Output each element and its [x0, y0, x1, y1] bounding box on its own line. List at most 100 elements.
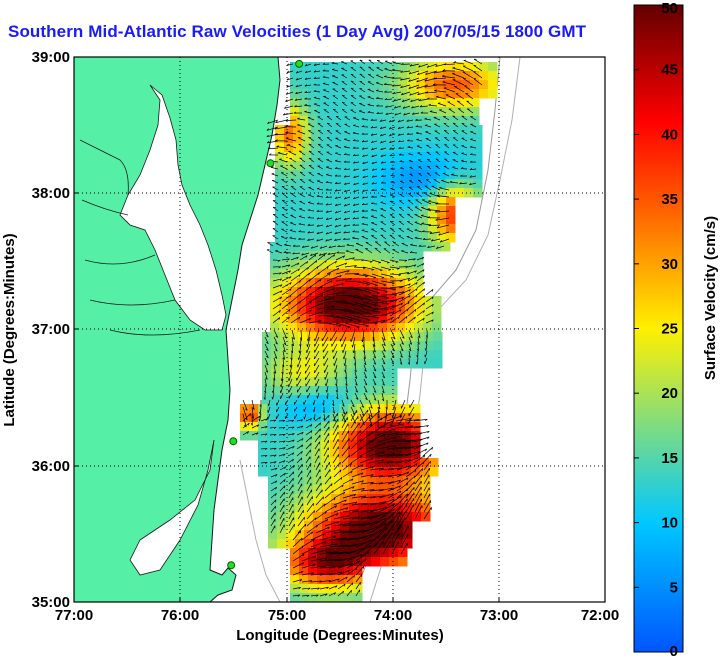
- velocity-cell: [317, 80, 327, 90]
- arrow-head: [339, 275, 342, 278]
- arrow-head: [401, 92, 404, 96]
- velocity-cell: [371, 107, 381, 117]
- velocity-cell: [284, 152, 294, 162]
- arrow-head: [413, 481, 415, 485]
- velocity-arrow: [371, 175, 378, 178]
- velocity-cell: [365, 206, 375, 216]
- velocity-arrow: [389, 234, 396, 240]
- velocity-arrow: [302, 245, 310, 248]
- velocity-arrow: [392, 70, 402, 72]
- velocity-cell: [302, 134, 312, 144]
- velocity-cell: [361, 350, 371, 360]
- velocity-arrow: [310, 594, 319, 597]
- velocity-arrow: [362, 273, 376, 278]
- velocity-arrow: [313, 399, 316, 405]
- velocity-arrow: [387, 511, 400, 527]
- velocity-arrow: [417, 329, 421, 338]
- velocity-arrow: [308, 165, 315, 170]
- arrow-head: [415, 125, 419, 128]
- velocity-arrow: [297, 124, 306, 128]
- velocity-cell: [392, 134, 402, 144]
- velocity-arrow: [423, 500, 431, 513]
- velocity-arrow: [324, 521, 340, 527]
- velocity-arrow: [270, 480, 278, 485]
- velocity-cell: [334, 368, 344, 378]
- velocity-cell: [414, 323, 424, 333]
- velocity-cell: [317, 89, 327, 99]
- velocity-arrow: [306, 469, 311, 478]
- arrow-head: [422, 275, 425, 279]
- velocity-cell: [339, 431, 349, 441]
- velocity-arrow: [314, 448, 320, 457]
- velocity-cell: [297, 260, 307, 270]
- arrow-head: [265, 377, 268, 380]
- velocity-cell: [329, 143, 339, 153]
- velocity-cell: [330, 422, 340, 432]
- velocity-arrow: [326, 267, 340, 275]
- velocity-arrow: [368, 406, 373, 418]
- velocity-cell: [338, 170, 348, 180]
- velocity-cell: [423, 323, 433, 333]
- velocity-cell: [351, 323, 361, 333]
- velocity-cell: [393, 431, 403, 441]
- arrow-head: [367, 284, 370, 286]
- arrow-head: [382, 383, 385, 386]
- velocity-cell: [437, 134, 447, 144]
- velocity-arrow: [308, 260, 318, 268]
- land-mass: [74, 57, 280, 602]
- velocity-arrow: [308, 294, 324, 303]
- arrow-head: [399, 415, 403, 418]
- velocity-cell: [362, 89, 372, 99]
- velocity-cell: [297, 305, 307, 315]
- velocity-cell: [320, 170, 330, 180]
- velocity-arrow: [296, 444, 304, 450]
- velocity-cell: [352, 368, 362, 378]
- velocity-cell: [383, 125, 393, 135]
- velocity-arrow: [300, 329, 302, 341]
- velocity-cell: [374, 161, 384, 171]
- velocity-arrow: [389, 266, 400, 269]
- arrow-head: [383, 343, 386, 346]
- velocity-cell: [358, 512, 368, 522]
- arrow-head: [421, 257, 425, 260]
- velocity-cell: [311, 143, 321, 153]
- arrow-head: [414, 309, 417, 312]
- arrow-head: [353, 575, 355, 578]
- velocity-arrow: [315, 496, 324, 506]
- arrow-head: [247, 431, 249, 434]
- velocity-cell: [367, 476, 377, 486]
- velocity-cell: [411, 458, 421, 468]
- velocity-cell: [293, 224, 303, 234]
- velocity-arrow: [310, 580, 322, 583]
- velocity-cell: [414, 314, 424, 324]
- arrow-head: [431, 319, 434, 323]
- velocity-arrow: [297, 392, 302, 399]
- arrow-head: [360, 455, 363, 459]
- arrow-head: [335, 585, 338, 588]
- velocity-cell: [488, 71, 498, 81]
- arrow-head: [398, 479, 401, 483]
- velocity-arrow: [414, 221, 423, 226]
- velocity-arrow: [413, 455, 426, 464]
- velocity-arrow: [378, 487, 393, 492]
- velocity-arrow: [315, 469, 321, 478]
- velocity-arrow: [289, 229, 297, 233]
- velocity-arrow: [307, 329, 311, 342]
- arrow-head: [380, 188, 384, 190]
- arrow-head: [282, 420, 286, 423]
- velocity-cell: [349, 530, 359, 540]
- arrow-head: [397, 268, 400, 270]
- arrow-head: [353, 175, 356, 179]
- velocity-cell: [403, 485, 413, 495]
- velocity-arrow: [359, 59, 366, 65]
- velocity-arrow: [269, 447, 277, 450]
- arrow-head: [431, 296, 434, 300]
- arrow-head: [328, 415, 330, 418]
- arrow-head: [451, 173, 454, 175]
- arrow-head: [311, 531, 314, 535]
- velocity-arrow: [299, 179, 306, 184]
- velocity-cell: [428, 161, 438, 171]
- arrow-head: [425, 418, 428, 422]
- arrow-head: [284, 479, 286, 482]
- velocity-cell: [331, 476, 341, 486]
